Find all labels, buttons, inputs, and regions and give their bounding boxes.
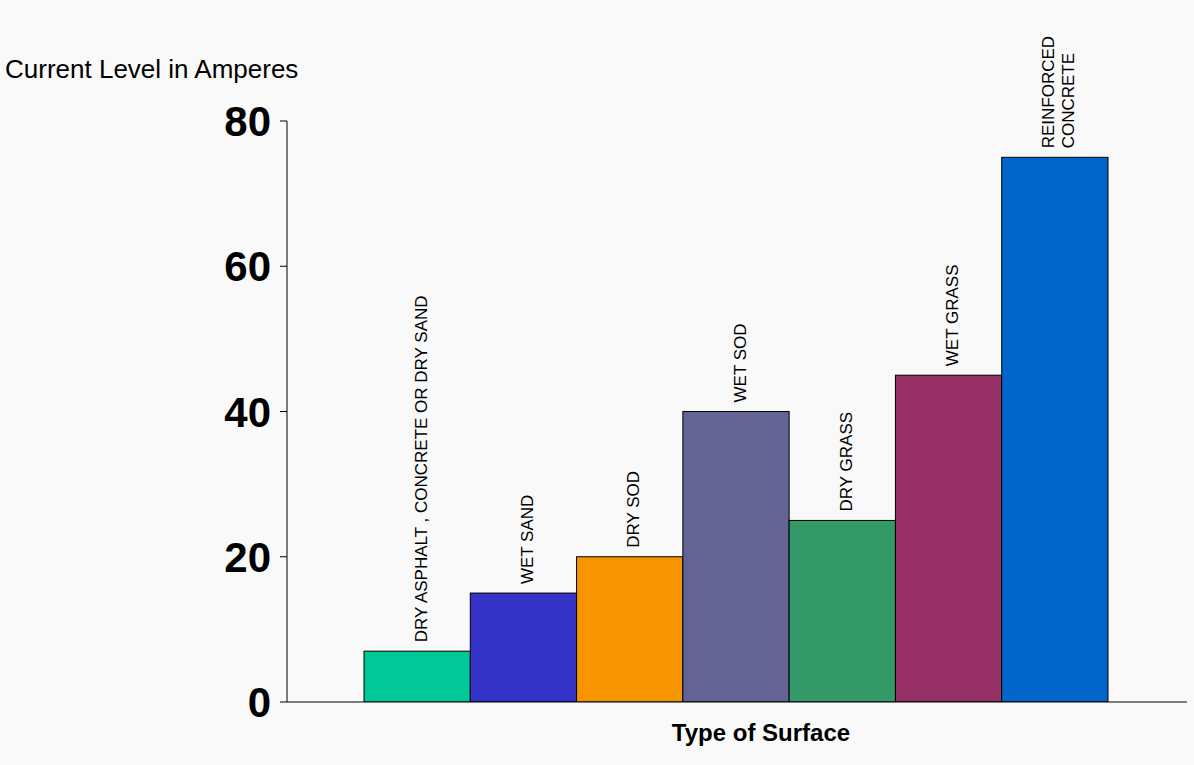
category-label: WET SAND (518, 495, 537, 584)
y-tick (280, 121, 287, 122)
label-line: WET SOD (731, 323, 750, 402)
label-line: DRY ASPHALT , CONCRETE OR DRY SAND (412, 295, 431, 642)
label-line: DRY SOD (624, 471, 643, 548)
y-tick (280, 702, 287, 703)
y-tick-label: 20 (224, 534, 271, 581)
label-line: WET SAND (518, 495, 537, 584)
bar (683, 412, 789, 703)
bars (364, 157, 1108, 702)
label-line: REINFORCED (1039, 36, 1058, 148)
bar (1002, 157, 1108, 702)
bar (789, 520, 895, 702)
y-axis-title: Current Level in Amperes (5, 54, 298, 84)
bar (470, 593, 576, 702)
y-tick-label: 0 (248, 679, 271, 726)
y-tick-label: 60 (224, 243, 271, 290)
category-label: DRY SOD (624, 471, 643, 548)
y-tick (280, 411, 287, 412)
y-tick-label: 40 (224, 389, 271, 436)
category-label: REINFORCEDCONCRETE (1039, 36, 1078, 148)
category-label: WET SOD (731, 323, 750, 402)
category-label: DRY GRASS (837, 412, 856, 512)
bar (364, 651, 470, 702)
x-axis (287, 702, 1187, 703)
x-axis-title: Type of Surface (672, 719, 850, 746)
y-tick (280, 556, 287, 557)
y-tick-label: 80 (224, 98, 271, 145)
bar (577, 557, 683, 702)
y-tick (280, 266, 287, 267)
label-line: CONCRETE (1059, 53, 1078, 148)
bar (895, 375, 1001, 702)
category-label: WET GRASS (943, 264, 962, 366)
label-line: WET GRASS (943, 264, 962, 366)
label-line: DRY GRASS (837, 412, 856, 512)
chart: Current Level in Amperes DRY ASPHALT , CO… (0, 0, 1194, 765)
category-label: DRY ASPHALT , CONCRETE OR DRY SAND (412, 295, 431, 642)
